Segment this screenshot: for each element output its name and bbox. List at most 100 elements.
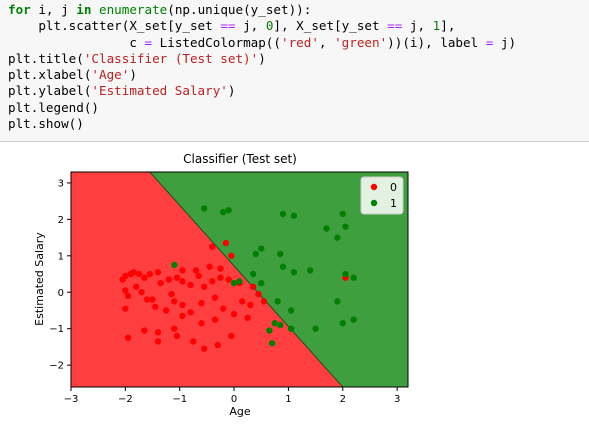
- data-point-class-0: [154, 338, 162, 345]
- data-point-class-1: [277, 250, 284, 258]
- data-point-class-0: [173, 332, 181, 340]
- data-point-class-0: [214, 341, 221, 349]
- data-point-class-1: [323, 225, 330, 232]
- code-token: c: [8, 34, 145, 50]
- data-point-class-0: [230, 310, 238, 318]
- data-point-class-0: [260, 298, 268, 305]
- data-point-class-1: [290, 212, 298, 219]
- y-tick-label: 3: [58, 178, 64, 189]
- data-point-class-0: [247, 301, 254, 309]
- data-point-class-1: [266, 327, 273, 334]
- legend-marker-class-0: [370, 183, 378, 191]
- legend-label-class-0: 0: [390, 181, 397, 194]
- data-point-class-1: [279, 210, 287, 218]
- chart-title: Classifier (Test set): [183, 152, 297, 166]
- code-token: plt.scatter(X_set[y_set: [8, 18, 221, 34]
- data-point-class-0: [222, 239, 230, 247]
- data-point-class-0: [179, 312, 186, 320]
- code-token: [91, 2, 99, 17]
- data-point-class-1: [258, 279, 265, 287]
- data-point-class-0: [154, 329, 162, 336]
- data-point-class-0: [219, 305, 227, 312]
- data-point-class-0: [138, 289, 145, 296]
- code-token: =: [144, 34, 153, 50]
- data-point-class-1: [290, 269, 298, 276]
- x-tick-label: −2: [118, 394, 133, 405]
- data-point-class-0: [190, 338, 197, 345]
- data-point-class-0: [154, 269, 162, 276]
- data-point-class-0: [124, 292, 132, 300]
- data-point-class-0: [249, 283, 257, 290]
- data-point-class-0: [200, 345, 208, 352]
- data-point-class-0: [225, 276, 232, 283]
- x-axis-label: Age: [229, 405, 251, 418]
- code-editor[interactable]: for i, j in enumerate(np.unique(y_set)):…: [8, 2, 589, 132]
- data-point-class-1: [334, 234, 341, 241]
- data-point-class-0: [187, 281, 194, 289]
- code-token: ): [258, 50, 266, 66]
- x-tick-label: −1: [172, 394, 187, 405]
- code-token: ))(i), label: [387, 34, 486, 50]
- data-point-class-0: [228, 332, 235, 340]
- data-point-class-0: [124, 334, 132, 342]
- code-token: 'Age': [91, 67, 130, 83]
- data-point-class-1: [219, 208, 227, 216]
- plot-frame: [70, 171, 409, 388]
- data-point-class-0: [122, 272, 129, 280]
- code-token: ,: [318, 34, 335, 50]
- data-point-class-0: [211, 316, 219, 323]
- data-point-class-0: [171, 325, 178, 332]
- code-cell[interactable]: for i, j in enumerate(np.unique(y_set)):…: [0, 0, 589, 142]
- data-point-class-1: [339, 210, 346, 218]
- data-point-class-0: [171, 298, 178, 305]
- data-point-class-1: [258, 245, 265, 252]
- code-token: for: [8, 2, 31, 17]
- data-point-class-0: [141, 274, 148, 281]
- code-line: plt.xlabel('Age'): [8, 67, 589, 83]
- code-token: ): [129, 67, 137, 83]
- decision-region-class-0: [71, 172, 343, 387]
- code-token: ], X_set[y_set: [273, 18, 388, 34]
- data-point-class-1: [350, 316, 357, 323]
- code-token: 'red': [280, 34, 319, 50]
- data-point-class-1: [287, 325, 295, 332]
- data-point-class-0: [141, 327, 148, 334]
- y-tick-label: −2: [49, 361, 64, 372]
- code-line: plt.legend(): [8, 100, 589, 116]
- data-point-class-1: [306, 267, 314, 274]
- data-point-class-0: [206, 263, 213, 270]
- code-line: for i, j in enumerate(np.unique(y_set)):: [8, 2, 589, 18]
- data-point-class-0: [244, 314, 251, 321]
- code-token: i, j: [30, 2, 77, 17]
- data-point-class-1: [274, 298, 281, 305]
- code-token: 1: [432, 18, 441, 34]
- code-token: plt.legend(): [8, 99, 99, 115]
- y-tick-label: 1: [58, 251, 64, 262]
- code-token: ==: [387, 18, 403, 34]
- code-token: 'Classifier (Test set)': [83, 50, 259, 66]
- data-point-class-0: [255, 290, 262, 298]
- data-point-class-0: [198, 320, 205, 327]
- data-point-class-1: [277, 321, 284, 329]
- code-line: c = ListedColormap(('red', 'green'))(i),…: [8, 35, 589, 51]
- data-point-class-1: [334, 298, 341, 305]
- legend: 0 1: [360, 176, 404, 215]
- code-token: 'green': [334, 34, 388, 50]
- data-point-class-1: [350, 274, 357, 281]
- data-point-class-0: [152, 303, 159, 311]
- x-tick-label: 2: [340, 394, 346, 405]
- data-point-class-0: [146, 270, 154, 278]
- code-token: plt.title(: [8, 50, 84, 66]
- data-point-class-1: [271, 320, 279, 327]
- data-point-class-1: [249, 270, 257, 278]
- code-line: plt.ylabel('Estimated Salary'): [8, 83, 589, 99]
- code-token: 'Estimated Salary': [91, 83, 228, 99]
- data-point-class-0: [195, 272, 202, 280]
- data-point-class-1: [252, 250, 260, 258]
- code-token: plt.ylabel(: [8, 83, 92, 99]
- data-point-class-0: [179, 278, 186, 285]
- data-point-class-0: [200, 283, 208, 290]
- code-token: ==: [220, 18, 236, 34]
- code-token: ListedColormap((: [152, 34, 281, 50]
- data-point-class-1: [342, 223, 349, 230]
